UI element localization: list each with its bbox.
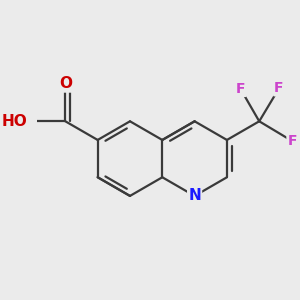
Text: F: F	[274, 81, 284, 95]
Text: N: N	[188, 188, 201, 203]
Text: HO: HO	[2, 114, 28, 129]
Text: F: F	[236, 82, 245, 96]
Text: O: O	[59, 76, 72, 92]
Text: F: F	[287, 134, 297, 148]
